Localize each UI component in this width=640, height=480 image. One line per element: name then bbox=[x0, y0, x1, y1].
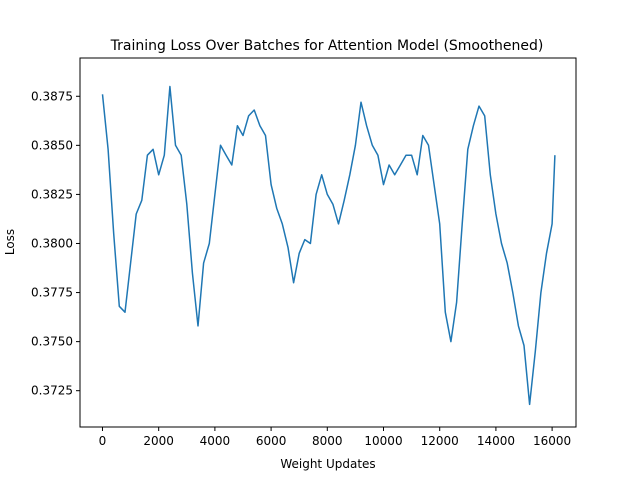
x-tick-label: 16000 bbox=[533, 434, 571, 448]
y-tick-label: 0.3775 bbox=[31, 286, 73, 300]
y-tick-label: 0.3750 bbox=[31, 335, 73, 349]
x-tick-label: 14000 bbox=[477, 434, 515, 448]
plot-area bbox=[79, 57, 577, 428]
x-tick-label: 6000 bbox=[256, 434, 287, 448]
x-tick-label: 4000 bbox=[200, 434, 231, 448]
x-axis: 0 2000 4000 6000 8000 10000 12000 14000 16000 bbox=[99, 427, 571, 448]
y-tick-label: 0.3875 bbox=[31, 89, 73, 103]
y-tick-label: 0.3725 bbox=[31, 384, 73, 398]
x-tick-label: 0 bbox=[99, 434, 107, 448]
y-tick-label: 0.3825 bbox=[31, 187, 73, 201]
y-axis: 0.3725 0.3750 0.3775 0.3800 0.3825 0.3850 0.38… bbox=[31, 89, 80, 398]
y-axis-label: Loss bbox=[3, 229, 17, 255]
y-tick-label: 0.3800 bbox=[31, 236, 73, 250]
x-tick-label: 2000 bbox=[143, 434, 174, 448]
x-tick-label: 8000 bbox=[312, 434, 343, 448]
x-tick-label: 10000 bbox=[364, 434, 402, 448]
x-tick-label: 12000 bbox=[421, 434, 459, 448]
y-tick-label: 0.3850 bbox=[31, 138, 73, 152]
chart-title: Training Loss Over Batches for Attention… bbox=[110, 38, 544, 54]
plot-frame bbox=[79, 57, 577, 428]
x-axis-label: Weight Updates bbox=[280, 457, 375, 471]
series-loss-line bbox=[101, 85, 556, 406]
